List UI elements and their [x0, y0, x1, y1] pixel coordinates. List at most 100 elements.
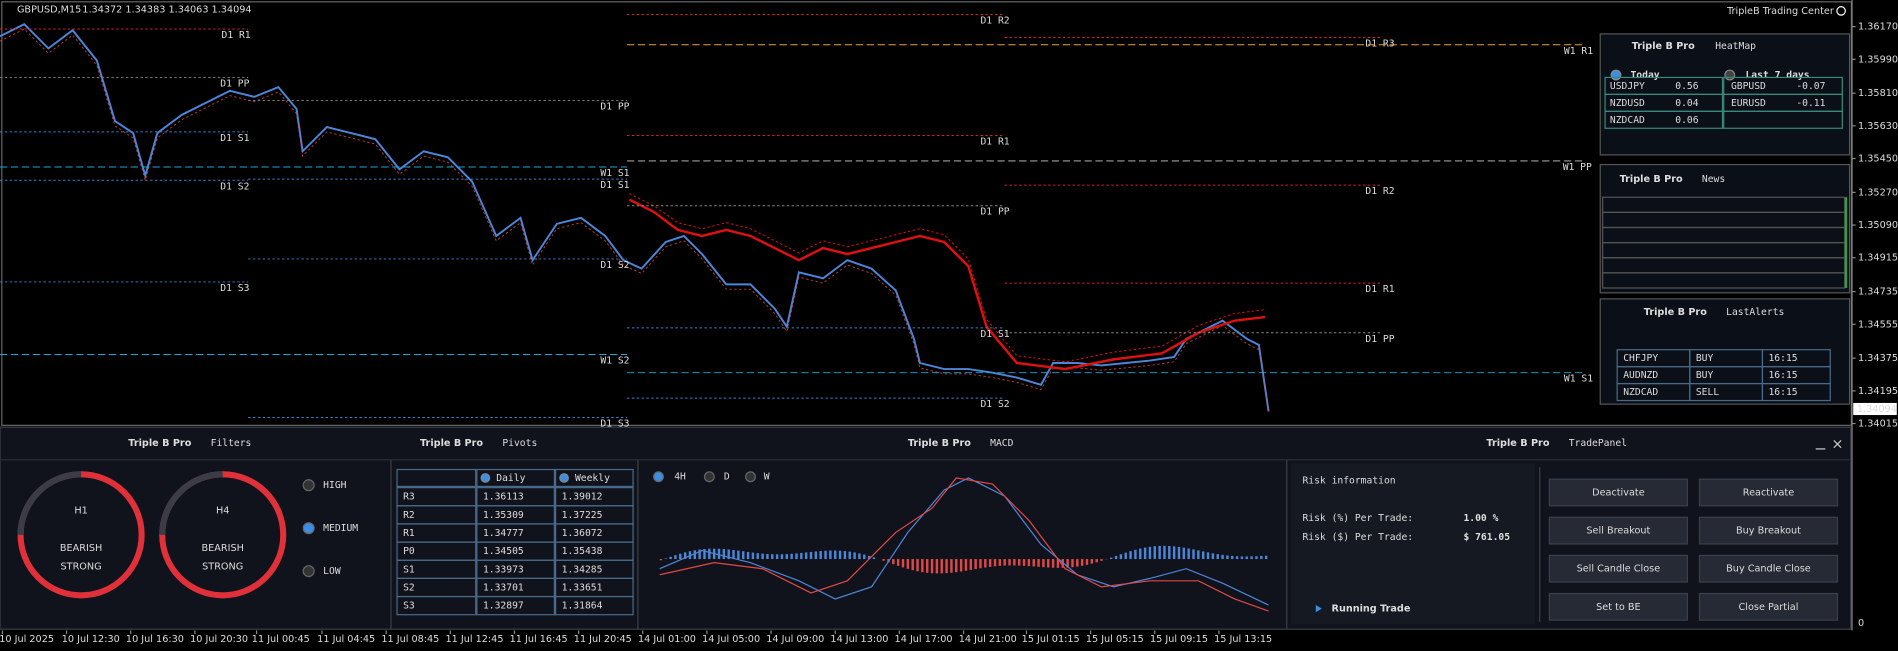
gauge-timeframe: H4 [216, 506, 229, 517]
pivot-label: D1 R1 [1365, 284, 1394, 295]
price-label: 1.36170 [1858, 22, 1898, 33]
pivot-cell: 1.31864 [562, 601, 603, 612]
trade-button[interactable] [1698, 478, 1839, 507]
level-label: LOW [323, 566, 341, 577]
trade-button[interactable] [1548, 478, 1688, 507]
panel-title: News [1702, 174, 1725, 185]
alert-cell: NZDCAD [1623, 387, 1658, 398]
pivot-col-header: Daily [496, 473, 525, 484]
heatmap-symbol: USDJPY [1610, 81, 1645, 92]
signal-line [659, 477, 1269, 612]
table-cell [396, 595, 477, 616]
macd-bar [984, 559, 987, 568]
trade-button[interactable] [1698, 554, 1839, 583]
alerts-panel [1599, 298, 1851, 405]
timeframe-radio[interactable] [745, 471, 756, 483]
pivot-col-radio[interactable] [480, 473, 491, 483]
timeframe-radio[interactable] [703, 471, 715, 483]
macd-bar [1071, 559, 1074, 568]
macd-bar [1235, 556, 1239, 560]
trade-button[interactable] [1698, 592, 1839, 621]
price-label: 1.34555 [1858, 319, 1898, 330]
macd-bar [1100, 559, 1103, 561]
envelope [629, 193, 1265, 363]
risk-value: $ 761.05 [1463, 532, 1510, 543]
macd-bar [1172, 546, 1176, 560]
price-label: 1.34915 [1858, 253, 1898, 264]
level-label: HIGH [323, 480, 346, 491]
macd-bar [1085, 559, 1089, 565]
level-radio[interactable] [302, 479, 315, 492]
time-label: 10 Jul 2025 [0, 634, 54, 645]
time-label: 14 Jul 01:00 [638, 634, 696, 645]
alert-cell: 16:15 [1768, 387, 1797, 398]
macd-bar [1090, 559, 1094, 564]
macd-bar [1080, 559, 1084, 566]
macd-bar [722, 549, 726, 560]
trade-button[interactable] [1698, 516, 1839, 545]
tab-radio[interactable] [1610, 69, 1622, 81]
panel-title: Filters [211, 438, 252, 449]
macd-bar [964, 559, 968, 571]
trade-button[interactable] [1548, 516, 1688, 545]
pivot-label: D1 S1 [980, 329, 1009, 340]
brand-icon [1836, 6, 1846, 16]
level-radio[interactable] [302, 565, 315, 578]
pivot-label: D1 R1 [980, 137, 1009, 148]
trade-button-label: Buy Breakout [1736, 526, 1801, 537]
pivot-cell: 1.39012 [562, 492, 603, 503]
trade-button-label: Buy Candle Close [1726, 564, 1811, 575]
macd-bar [1240, 556, 1244, 560]
macd-bar [979, 559, 982, 569]
macd-bar [732, 550, 735, 560]
macd-bar [1153, 546, 1156, 560]
price-label: 1.34735 [1858, 287, 1898, 298]
time-label: 11 Jul 12:45 [445, 634, 503, 645]
timeframe-label: W [764, 472, 770, 483]
pivot-label: W1 S1 [600, 168, 629, 179]
time-label: 11 Jul 16:45 [510, 634, 568, 645]
macd-bar [1124, 552, 1127, 560]
pivot-cell: 1.33651 [562, 582, 603, 593]
macd-bar [1076, 559, 1079, 567]
macd-bar [892, 559, 895, 565]
current-price: 1.34094 [1857, 404, 1897, 415]
tab-radio[interactable] [1724, 69, 1736, 81]
price-label: 1.35270 [1858, 187, 1898, 198]
pivot-label: D1 PP [980, 207, 1009, 218]
trade-button[interactable] [1548, 554, 1688, 583]
macd-bar [693, 550, 697, 560]
pivot-label: D1 S2 [220, 181, 249, 192]
trade-button[interactable] [1548, 592, 1688, 621]
macd-bar [906, 559, 910, 569]
alert-cell: 16:15 [1768, 370, 1797, 381]
pivot-label: D1 R2 [1365, 186, 1394, 197]
pivot-cell: S2 [403, 582, 415, 593]
macd-bar [785, 554, 789, 560]
pivot-col-radio[interactable] [559, 473, 569, 483]
macd-bar [756, 553, 759, 560]
macd-bar [1231, 555, 1234, 560]
table-cell [1761, 382, 1831, 402]
pivot-cell: 1.36113 [483, 492, 524, 503]
running-arrow [1315, 605, 1322, 613]
pivot-cell: 1.36072 [562, 528, 603, 539]
heatmap-value: -0.11 [1796, 98, 1825, 109]
macd-bar [993, 559, 997, 567]
timeframe-radio[interactable] [653, 471, 664, 483]
price-label: 1.35810 [1858, 88, 1898, 99]
macd-bar [1003, 559, 1006, 566]
macd-bar [1216, 554, 1219, 560]
macd-bar [664, 558, 667, 560]
macd-bar [1119, 554, 1123, 560]
pivot-label: W1 R1 [1564, 46, 1593, 57]
macd-bar [766, 553, 769, 560]
pivot-cell: 1.35438 [562, 546, 603, 557]
macd-bar [1250, 556, 1253, 560]
time-label: 14 Jul 21:00 [959, 634, 1017, 645]
macd-bar [1114, 555, 1118, 560]
close-button[interactable] [1833, 440, 1842, 449]
macd-bar [1095, 559, 1098, 563]
level-radio[interactable] [302, 522, 315, 535]
